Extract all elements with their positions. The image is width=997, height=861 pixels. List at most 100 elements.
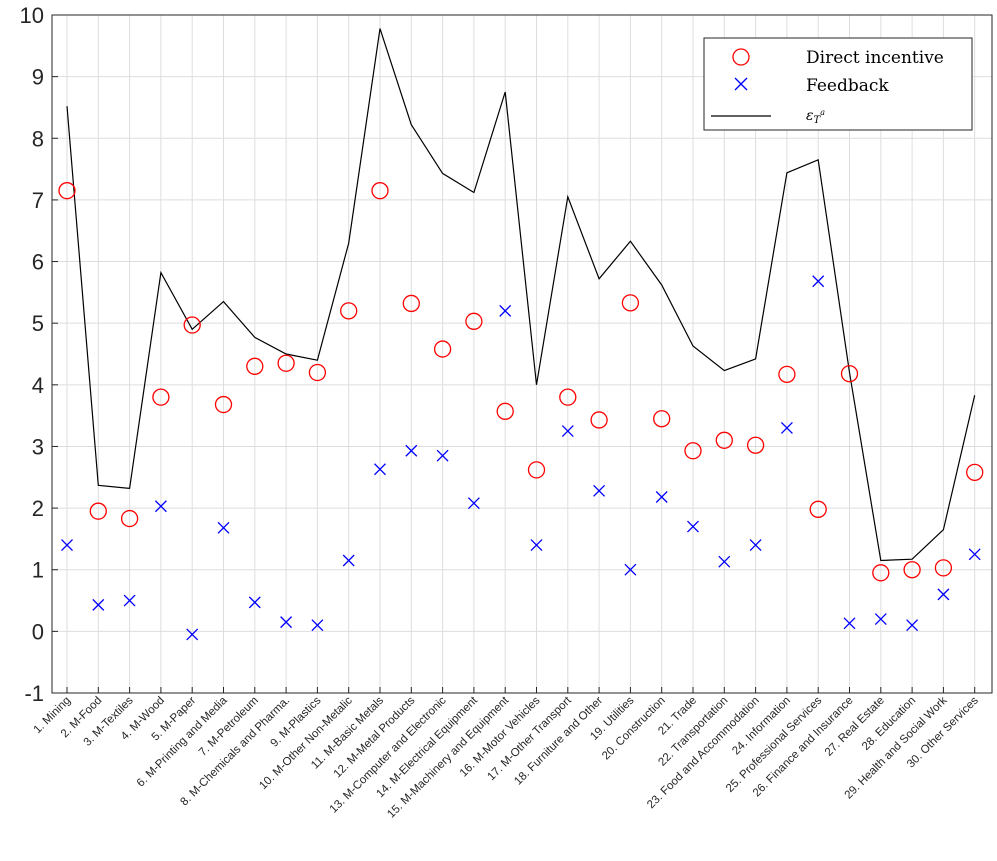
- feedback-point: [436, 449, 449, 462]
- legend: Direct incentive Feedback εTa: [703, 37, 973, 131]
- direct-incentive-point: [715, 431, 733, 449]
- feedback-point: [561, 425, 574, 438]
- feedback-point: [687, 520, 699, 533]
- direct-incentive-point: [58, 182, 76, 200]
- feedback-point: [812, 275, 825, 288]
- direct-incentive-point: [966, 463, 984, 481]
- feedback-point-stroke: [92, 598, 105, 611]
- feedback-point-stroke: [687, 520, 699, 533]
- feedback-point: [499, 304, 512, 317]
- feedback-point-stroke: [217, 521, 230, 534]
- feedback-point-stroke: [123, 594, 136, 607]
- direct-incentive-point: [89, 502, 107, 520]
- legend-label-feedback: Feedback: [806, 76, 889, 96]
- y-tick-label: 2: [32, 496, 44, 521]
- feedback-point-stroke: [467, 497, 480, 510]
- feedback-point: [186, 628, 199, 641]
- feedback-point: [718, 555, 731, 568]
- direct-incentive-point: [903, 561, 921, 579]
- direct-incentive-point: [840, 365, 859, 383]
- direct-incentive-point: [496, 402, 514, 420]
- feedback-point: [467, 497, 480, 510]
- legend-epsilon-superscript: a: [820, 108, 825, 117]
- y-tick-label: 9: [32, 65, 44, 90]
- direct-incentive-point: [809, 500, 827, 518]
- feedback-point-stroke: [874, 613, 887, 625]
- direct-incentive-point: [152, 388, 170, 406]
- feedback-point: [248, 596, 261, 609]
- y-tick-label: 4: [32, 373, 44, 398]
- feedback-point-stroke: [624, 563, 637, 576]
- direct-incentive-point: [402, 294, 420, 313]
- feedback-point-stroke: [843, 617, 856, 630]
- feedback-point: [624, 563, 637, 576]
- x-tick-label: 13. M-Computer and Electronic: [328, 694, 449, 815]
- feedback-point-stroke: [812, 275, 825, 288]
- feedback-point-stroke: [718, 555, 731, 568]
- feedback-point-stroke: [61, 539, 73, 552]
- legend-circle-marker: [732, 48, 750, 66]
- feedback-point: [405, 444, 418, 457]
- y-tick-label: 3: [32, 434, 44, 459]
- feedback-point-stroke: [593, 484, 606, 497]
- eps-line: [66, 28, 976, 562]
- feedback-point: [780, 422, 793, 434]
- feedback-point-stroke: [561, 425, 574, 438]
- direct-incentive-point: [340, 302, 358, 320]
- direct-incentive-point: [684, 442, 702, 460]
- direct-incentive-point: [653, 410, 671, 428]
- feedback-point-stroke: [154, 500, 167, 513]
- feedback-point-stroke: [311, 619, 324, 632]
- feedback-point-stroke: [405, 444, 418, 457]
- direct-incentive-point: [621, 294, 640, 312]
- direct-incentive-point: [590, 411, 608, 429]
- feedback-point: [280, 616, 293, 629]
- direct-incentive-point: [746, 436, 765, 454]
- feedback-point: [968, 548, 981, 561]
- feedback-point: [92, 598, 105, 611]
- direct-incentive-point: [120, 509, 139, 528]
- y-tick-label: -1: [24, 681, 44, 706]
- feedback-point: [874, 613, 887, 625]
- feedback-point: [593, 484, 606, 497]
- feedback-point: [749, 539, 762, 552]
- direct-incentive-point: [308, 363, 327, 382]
- series-eps-line: [66, 28, 976, 562]
- feedback-point-stroke: [780, 422, 793, 434]
- direct-incentive-point: [527, 461, 546, 479]
- feedback-point-stroke: [342, 554, 355, 567]
- feedback-point: [906, 619, 919, 632]
- feedback-point-stroke: [655, 491, 668, 503]
- direct-incentive-point: [371, 182, 389, 200]
- series-feedback: [61, 275, 981, 641]
- feedback-point: [123, 594, 136, 607]
- legend-label-epsilon: εTa: [806, 108, 825, 126]
- y-tick-label: 1: [32, 558, 44, 583]
- direct-incentive-point: [778, 365, 796, 383]
- feedback-point: [154, 500, 167, 513]
- legend-label-direct-incentive: Direct incentive: [806, 48, 944, 68]
- feedback-point: [843, 617, 856, 630]
- y-tick-label: 6: [32, 250, 44, 275]
- direct-incentive-point: [872, 564, 890, 582]
- feedback-point: [655, 491, 668, 503]
- feedback-point: [61, 539, 73, 552]
- feedback-point: [217, 521, 230, 534]
- feedback-point-stroke: [749, 539, 762, 552]
- feedback-point-stroke: [906, 619, 919, 632]
- feedback-point: [311, 619, 324, 632]
- y-tick-label: 8: [32, 126, 44, 151]
- y-axis: -1 0 1 2 3 4 5 6 7 8 9 10: [20, 3, 58, 706]
- direct-incentive-point: [465, 312, 483, 330]
- direct-incentive-point: [246, 357, 264, 375]
- series-direct-incentive: [58, 182, 984, 582]
- feedback-point-stroke: [186, 628, 199, 641]
- feedback-point: [342, 554, 355, 567]
- direct-incentive-point: [934, 559, 953, 577]
- direct-incentive-point: [277, 354, 295, 372]
- feedback-point-stroke: [374, 463, 386, 476]
- feedback-point-stroke: [499, 304, 512, 317]
- plot-area: [51, 14, 993, 694]
- direct-incentive-point: [433, 340, 452, 358]
